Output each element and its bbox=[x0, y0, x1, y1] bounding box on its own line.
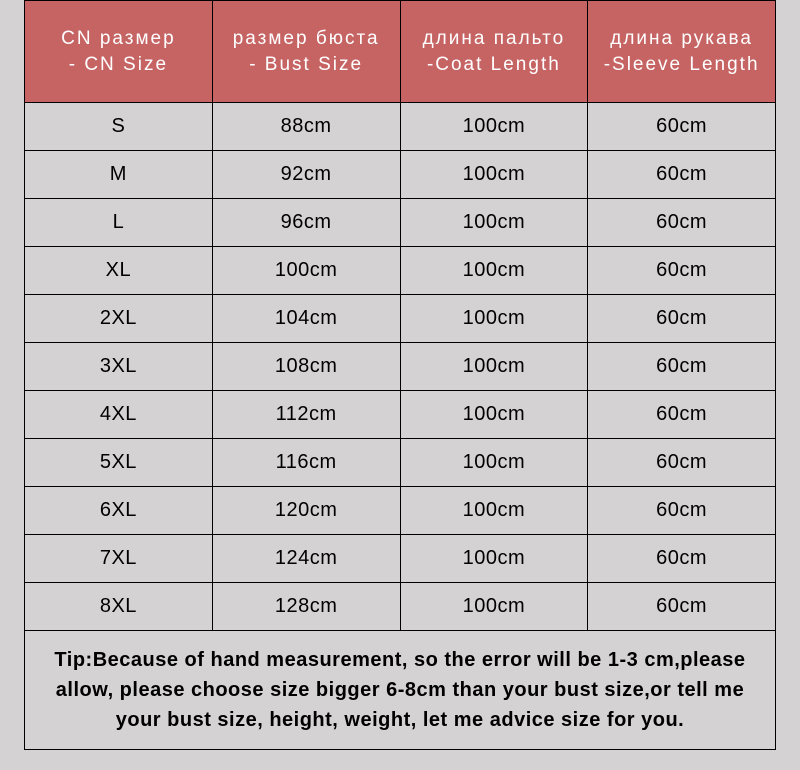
table-row: M 92cm 100cm 60cm bbox=[25, 151, 776, 199]
cell-sleeve: 60cm bbox=[588, 535, 776, 583]
cell-sleeve: 60cm bbox=[588, 583, 776, 631]
table-row: 4XL 112cm 100cm 60cm bbox=[25, 391, 776, 439]
cell-bust: 100cm bbox=[212, 247, 400, 295]
col-header-en: - CN Size bbox=[29, 52, 208, 78]
cell-sleeve: 60cm bbox=[588, 295, 776, 343]
cell-size: 2XL bbox=[25, 295, 213, 343]
col-header-ru: размер бюста bbox=[217, 26, 396, 52]
col-header-en: -Sleeve Length bbox=[592, 52, 771, 78]
table-row: 6XL 120cm 100cm 60cm bbox=[25, 487, 776, 535]
cell-coat: 100cm bbox=[400, 151, 588, 199]
col-header-sleeve-length: длина рукава -Sleeve Length bbox=[588, 1, 776, 103]
table-header: CN размер - CN Size размер бюста - Bust … bbox=[25, 1, 776, 103]
cell-sleeve: 60cm bbox=[588, 487, 776, 535]
cell-size: XL bbox=[25, 247, 213, 295]
size-chart-container: CN размер - CN Size размер бюста - Bust … bbox=[24, 0, 776, 750]
cell-coat: 100cm bbox=[400, 199, 588, 247]
cell-coat: 100cm bbox=[400, 535, 588, 583]
table-body: S 88cm 100cm 60cm M 92cm 100cm 60cm L 96… bbox=[25, 103, 776, 750]
size-chart-table: CN размер - CN Size размер бюста - Bust … bbox=[24, 0, 776, 750]
cell-bust: 108cm bbox=[212, 343, 400, 391]
cell-size: 6XL bbox=[25, 487, 213, 535]
col-header-ru: длина рукава bbox=[592, 26, 771, 52]
col-header-en: -Coat Length bbox=[405, 52, 584, 78]
cell-bust: 128cm bbox=[212, 583, 400, 631]
col-header-ru: длина пальто bbox=[405, 26, 584, 52]
col-header-ru: CN размер bbox=[29, 26, 208, 52]
table-row: S 88cm 100cm 60cm bbox=[25, 103, 776, 151]
table-row: 3XL 108cm 100cm 60cm bbox=[25, 343, 776, 391]
cell-sleeve: 60cm bbox=[588, 151, 776, 199]
cell-sleeve: 60cm bbox=[588, 439, 776, 487]
tip-text: Tip:Because of hand measurement, so the … bbox=[25, 631, 776, 750]
cell-coat: 100cm bbox=[400, 295, 588, 343]
cell-size: 4XL bbox=[25, 391, 213, 439]
table-row: L 96cm 100cm 60cm bbox=[25, 199, 776, 247]
cell-sleeve: 60cm bbox=[588, 391, 776, 439]
table-row: 2XL 104cm 100cm 60cm bbox=[25, 295, 776, 343]
table-row: 5XL 116cm 100cm 60cm bbox=[25, 439, 776, 487]
cell-bust: 116cm bbox=[212, 439, 400, 487]
cell-bust: 88cm bbox=[212, 103, 400, 151]
cell-bust: 120cm bbox=[212, 487, 400, 535]
cell-bust: 96cm bbox=[212, 199, 400, 247]
cell-size: 3XL bbox=[25, 343, 213, 391]
cell-size: S bbox=[25, 103, 213, 151]
cell-bust: 92cm bbox=[212, 151, 400, 199]
col-header-bust-size: размер бюста - Bust Size bbox=[212, 1, 400, 103]
col-header-coat-length: длина пальто -Coat Length bbox=[400, 1, 588, 103]
cell-sleeve: 60cm bbox=[588, 199, 776, 247]
table-row: XL 100cm 100cm 60cm bbox=[25, 247, 776, 295]
cell-coat: 100cm bbox=[400, 247, 588, 295]
cell-sleeve: 60cm bbox=[588, 103, 776, 151]
cell-size: M bbox=[25, 151, 213, 199]
cell-coat: 100cm bbox=[400, 103, 588, 151]
cell-coat: 100cm bbox=[400, 487, 588, 535]
cell-size: 7XL bbox=[25, 535, 213, 583]
table-row: 8XL 128cm 100cm 60cm bbox=[25, 583, 776, 631]
col-header-en: - Bust Size bbox=[217, 52, 396, 78]
tip-row: Tip:Because of hand measurement, so the … bbox=[25, 631, 776, 750]
cell-sleeve: 60cm bbox=[588, 247, 776, 295]
cell-size: 8XL bbox=[25, 583, 213, 631]
cell-coat: 100cm bbox=[400, 439, 588, 487]
cell-size: 5XL bbox=[25, 439, 213, 487]
cell-coat: 100cm bbox=[400, 391, 588, 439]
cell-bust: 124cm bbox=[212, 535, 400, 583]
cell-sleeve: 60cm bbox=[588, 343, 776, 391]
col-header-cn-size: CN размер - CN Size bbox=[25, 1, 213, 103]
cell-bust: 104cm bbox=[212, 295, 400, 343]
table-row: 7XL 124cm 100cm 60cm bbox=[25, 535, 776, 583]
cell-bust: 112cm bbox=[212, 391, 400, 439]
cell-coat: 100cm bbox=[400, 583, 588, 631]
cell-size: L bbox=[25, 199, 213, 247]
cell-coat: 100cm bbox=[400, 343, 588, 391]
